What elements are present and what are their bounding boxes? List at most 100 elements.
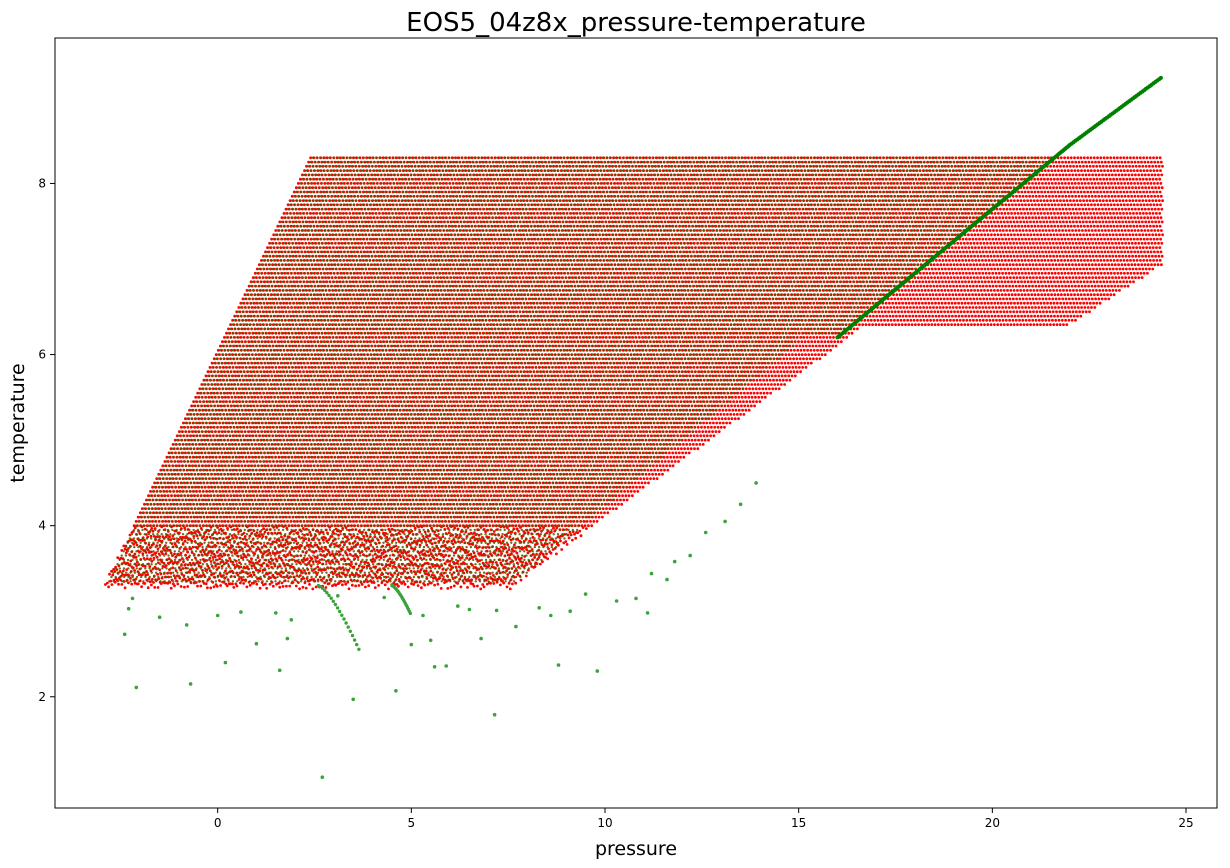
red-point <box>302 586 305 589</box>
red-point <box>374 535 377 538</box>
red-point <box>340 547 343 550</box>
red-point <box>153 586 156 589</box>
red-point <box>450 586 453 589</box>
red-point <box>238 578 241 581</box>
red-point <box>180 585 183 588</box>
red-point <box>548 535 551 538</box>
red-point <box>614 503 617 506</box>
red-point <box>673 456 676 459</box>
red-point <box>677 447 680 450</box>
red-point <box>596 520 599 523</box>
red-point <box>559 540 562 543</box>
red-point <box>228 582 231 585</box>
red-point <box>601 516 604 519</box>
red-point <box>481 583 484 586</box>
red-point <box>219 584 222 587</box>
red-point <box>677 460 680 463</box>
chart-title: EOS5_04z8x_pressure-temperature <box>406 8 866 38</box>
red-point <box>460 586 463 589</box>
red-point <box>539 563 542 566</box>
red-point <box>525 575 528 578</box>
red-point <box>361 531 364 534</box>
red-point <box>144 565 147 568</box>
red-point <box>255 583 258 586</box>
red-point <box>272 585 275 588</box>
red-point <box>186 585 189 588</box>
red-point <box>656 477 659 480</box>
red-point <box>259 587 262 590</box>
red-point <box>251 582 254 585</box>
red-point <box>690 447 693 450</box>
red-point <box>575 531 578 534</box>
red-point <box>422 582 425 585</box>
red-point <box>615 507 618 510</box>
red-point <box>476 585 479 588</box>
red-point <box>692 443 695 446</box>
red-point <box>446 587 449 590</box>
red-point <box>568 537 571 540</box>
red-point <box>403 539 406 542</box>
red-point <box>312 560 315 563</box>
red-point <box>598 516 601 519</box>
red-point <box>661 473 664 476</box>
red-point <box>133 569 136 572</box>
red-point <box>633 490 636 493</box>
red-point <box>479 588 482 591</box>
red-point <box>682 456 685 459</box>
red-point <box>430 570 433 573</box>
red-point <box>557 536 560 539</box>
red-point <box>350 561 353 564</box>
red-point <box>653 469 656 472</box>
red-point <box>626 499 629 502</box>
red-point <box>351 584 354 587</box>
red-point <box>643 477 646 480</box>
red-point <box>209 587 212 590</box>
red-point <box>362 535 365 538</box>
red-point <box>384 583 387 586</box>
red-point <box>668 452 671 455</box>
red-point <box>395 569 398 572</box>
red-point <box>632 486 635 489</box>
red-point <box>479 574 482 577</box>
red-point <box>221 565 224 568</box>
red-point <box>665 464 668 467</box>
red-point <box>246 586 249 589</box>
red-point <box>520 579 523 582</box>
red-point <box>616 499 619 502</box>
red-point <box>661 460 664 463</box>
red-point <box>333 583 336 586</box>
red-point <box>682 443 685 446</box>
red-point <box>344 583 347 586</box>
red-point <box>183 586 186 589</box>
red-point <box>364 586 367 589</box>
red-point <box>417 584 420 587</box>
red-point <box>660 469 663 472</box>
red-point <box>136 561 139 564</box>
red-point <box>111 583 114 586</box>
red-point <box>522 530 525 533</box>
red-point <box>140 573 143 576</box>
red-point <box>165 535 168 538</box>
red-point <box>696 447 699 450</box>
red-point <box>545 553 548 556</box>
red-point <box>555 553 558 556</box>
red-point <box>472 583 475 586</box>
red-point <box>265 587 268 590</box>
red-point <box>150 535 153 538</box>
red-point <box>666 469 669 472</box>
red-point <box>108 573 111 576</box>
red-point <box>325 586 328 589</box>
red-point <box>140 585 143 588</box>
red-point <box>387 588 390 591</box>
red-point <box>311 588 314 591</box>
red-point <box>639 477 642 480</box>
red-point <box>672 464 675 467</box>
red-point <box>612 507 615 510</box>
red-point <box>669 464 672 467</box>
red-point <box>231 583 234 586</box>
red-point <box>693 447 696 450</box>
red-point <box>619 499 622 502</box>
red-point <box>234 583 237 586</box>
red-point <box>441 535 444 538</box>
red-point <box>278 586 281 589</box>
